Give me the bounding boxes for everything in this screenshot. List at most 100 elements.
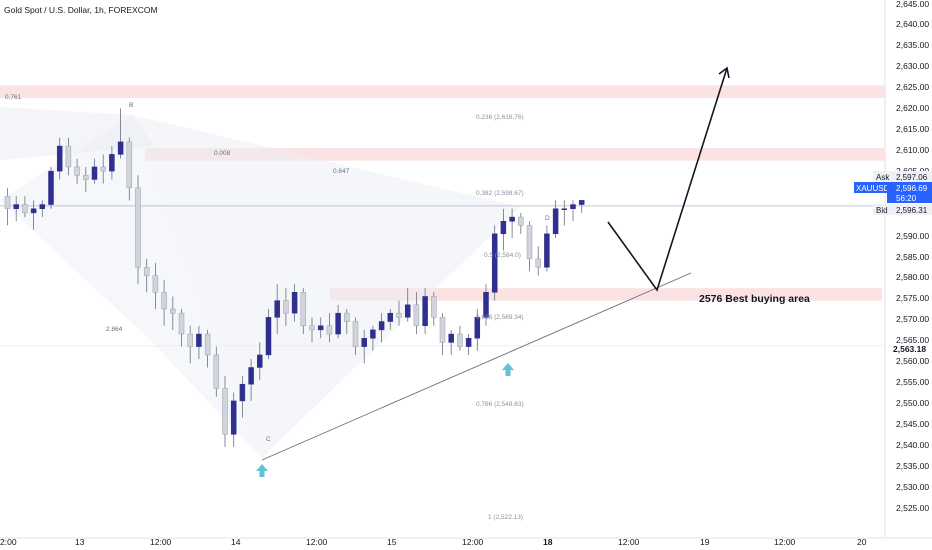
bear-candle-body	[74, 166, 80, 176]
fib-label-05: 0.5 (2,584.0)	[484, 252, 521, 259]
time-scale[interactable]: 2:00 13 12:00 14 12:00 15 12:00 18 12:00…	[0, 537, 867, 547]
price-tick: 2,550.00	[896, 398, 929, 408]
price-tick: 2,555.00	[896, 377, 929, 387]
bar-countdown: 56:20	[896, 194, 917, 203]
candle	[544, 225, 550, 272]
candle	[404, 288, 411, 322]
bull-candle-body	[230, 400, 237, 435]
candle	[74, 158, 80, 184]
bear-candle-body	[352, 321, 359, 347]
ask-label: Ask	[876, 173, 890, 182]
candle	[283, 288, 289, 326]
bear-candle-body	[431, 296, 437, 318]
bull-candle-body	[370, 329, 376, 339]
time-tick: 15	[387, 537, 397, 547]
ask-value: 2,597.06	[896, 173, 928, 182]
bull-candle-body	[13, 204, 19, 209]
candle	[309, 317, 315, 343]
time-tick: 12:00	[306, 537, 328, 547]
bear-candle-body	[526, 225, 533, 260]
candle	[109, 146, 115, 180]
bear-candle-body	[4, 195, 11, 209]
candle	[317, 317, 324, 339]
candle	[257, 342, 263, 381]
bear-candle-body	[309, 325, 315, 331]
candle	[4, 187, 11, 226]
candle	[352, 317, 359, 355]
bear-candle-body	[178, 312, 185, 335]
candle	[396, 300, 402, 326]
price-tick: 2,535.00	[896, 461, 929, 471]
candle	[378, 313, 385, 343]
bear-candle-body	[143, 266, 150, 276]
support-trendline	[261, 272, 692, 461]
price-scale[interactable]: 2,645.00 2,640.00 2,635.00 2,630.00 2,62…	[893, 0, 929, 513]
candle	[152, 263, 159, 309]
candles-layer	[4, 108, 585, 447]
price-zone	[0, 85, 885, 99]
price-tick: 2,530.00	[896, 482, 929, 492]
candle	[326, 313, 333, 343]
price-tick: 2,590.00	[896, 231, 929, 241]
candle	[570, 200, 576, 222]
candle	[483, 283, 489, 326]
candle	[344, 308, 350, 335]
price-tick: 2,575.00	[896, 293, 929, 303]
candle	[13, 196, 19, 222]
bull-candle-body	[561, 208, 568, 210]
chart-title: Gold Spot / U.S. Dollar, 1h, FOREXCOM	[4, 5, 158, 15]
bear-candle-body	[439, 317, 446, 343]
candle	[274, 283, 280, 335]
candle	[91, 158, 98, 184]
bull-candle-body	[361, 337, 367, 347]
candle	[39, 200, 46, 218]
bull-candle-body	[552, 208, 559, 235]
candle	[518, 212, 524, 234]
candle	[335, 304, 341, 339]
bear-candle-body	[535, 258, 541, 268]
candle	[65, 137, 72, 176]
bull-candle-body	[474, 317, 481, 339]
price-tick: 2,525.00	[896, 503, 929, 513]
quote-panel: Ask 2,597.06 XAUUSD 2,596.69 56:20 Bid 2…	[854, 171, 932, 215]
candle	[500, 208, 507, 251]
up-arrow-icon	[256, 464, 268, 477]
price-tick: 2,540.00	[896, 440, 929, 450]
time-tick: 12:00	[774, 537, 796, 547]
pattern-ratio-label: 0.647	[333, 168, 350, 175]
projection-arrowhead	[718, 66, 730, 79]
bear-candle-body	[100, 166, 106, 172]
fib-label-0786: 0.786 (2,548.63)	[476, 401, 524, 408]
bear-candle-body	[152, 275, 159, 293]
candle	[448, 329, 454, 355]
price-tick: 2,610.00	[896, 145, 929, 155]
candle	[161, 279, 167, 326]
candle	[100, 154, 106, 184]
bear-candle-body	[457, 333, 463, 347]
bear-candle-body	[135, 187, 141, 268]
candle	[370, 325, 376, 351]
bull-candle-body	[48, 170, 54, 205]
candle	[491, 225, 498, 301]
bear-candle-body	[413, 304, 420, 326]
ask-box	[873, 171, 932, 182]
candle	[509, 208, 515, 238]
candle	[552, 200, 559, 238]
pattern-point-d: D	[545, 215, 550, 222]
bid-box	[873, 204, 932, 215]
bid-value: 2,596.31	[896, 206, 928, 215]
up-arrow-icon	[502, 363, 514, 376]
fib-label-0236: 0.236 (2,616.76)	[476, 114, 524, 121]
candle	[413, 292, 420, 335]
bear-candle-body	[83, 175, 89, 180]
bull-candle-body	[578, 200, 585, 205]
bear-candle-body	[170, 308, 176, 314]
bull-candle-body	[117, 141, 124, 155]
price-tick: 2,630.00	[896, 61, 929, 71]
candle	[126, 137, 133, 201]
bear-candle-body	[187, 333, 193, 347]
candle	[361, 329, 367, 364]
bull-candle-body	[257, 354, 263, 368]
bull-candle-body	[56, 145, 63, 172]
